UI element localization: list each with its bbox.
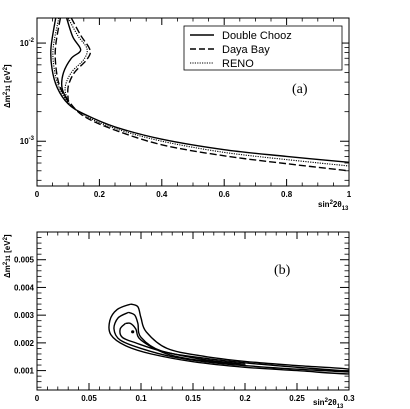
panel-b-tag: (b) <box>274 263 291 278</box>
panel-b-y-ticks: 0.001 0.002 0.003 0.004 0.005 <box>14 237 349 388</box>
series-line-double-chooz <box>50 18 349 163</box>
series-line-daya-bay <box>54 18 349 172</box>
panel-b-y-tick-label: 0.003 <box>14 311 35 320</box>
panel-a-curves <box>50 18 349 172</box>
legend-label-reno: RENO <box>222 58 254 70</box>
panel-a: 0 0.2 0.4 0.6 0.8 1 10-2 10-3 sin22θ13 Δm231 [… <box>3 17 352 212</box>
panel-b-y-tick-label: 0.001 <box>14 367 35 376</box>
legend-label-double-chooz: Double Chooz <box>222 30 292 42</box>
panel-b-y-tick-label: 0.005 <box>14 256 35 265</box>
panel-b: 0 0.05 0.1 0.15 0.2 0.25 0.3 0.0010.0020.0030.… <box>3 231 355 409</box>
panel-b-contours <box>108 303 349 375</box>
series-line-reno <box>52 18 349 167</box>
panel-a-x-tick-label: 0.4 <box>156 190 168 199</box>
panel-a-x-tick-label: 1 <box>347 190 352 199</box>
panel-b-y-tick-label: 0.002 <box>14 339 35 348</box>
panel-b-x-tick-label: 0.25 <box>289 394 305 403</box>
panel-a-x-tick-label: 0 <box>35 190 40 199</box>
panel-a-tag: (a) <box>292 82 308 97</box>
panel-a-y-tick-label: 10-3 <box>20 136 35 146</box>
panel-b-x-tick-label: 0 <box>35 394 40 403</box>
panel-a-x-tick-label: 0.6 <box>219 190 231 199</box>
panel-a-x-tick-label: 0.8 <box>281 190 293 199</box>
series-line-reno <box>64 18 88 103</box>
panel-a-y-tick-label: 10-2 <box>20 38 35 48</box>
panel-a-y-axis-label: Δm231 [eV2] <box>3 64 12 108</box>
panel-a-x-axis-label: sin22θ13 <box>318 200 349 212</box>
best-fit-point <box>131 330 135 334</box>
legend-label-daya-bay: Daya Bay <box>222 44 270 56</box>
panel-b-x-ticks: 0 0.05 0.1 0.15 0.2 0.25 0.3 <box>35 232 355 403</box>
contour-middle <box>113 311 349 373</box>
panel-b-x-tick-label: 0.2 <box>239 394 251 403</box>
panel-b-x-axis-label: sin22θ13 <box>313 398 344 409</box>
contour-outer <box>108 303 349 375</box>
panel-b-x-tick-label: 0.15 <box>185 394 201 403</box>
contour-inner <box>119 322 246 365</box>
series-line-daya-bay <box>67 18 92 101</box>
panel-a-x-tick-label: 0.2 <box>94 190 106 199</box>
panel-b-y-axis-label: Δm231 [eV2] <box>3 234 12 278</box>
series-line-double-chooz <box>60 18 82 103</box>
panel-b-y-tick-label: 0.004 <box>14 283 35 292</box>
legend: Double Chooz Daya Bay RENO <box>183 25 343 71</box>
panel-b-x-tick-label: 0.3 <box>343 394 355 403</box>
panel-a-y-ticks: 10-2 10-3 <box>20 38 349 181</box>
panel-b-x-tick-label: 0.1 <box>135 394 147 403</box>
panel-b-x-tick-label: 0.05 <box>81 394 97 403</box>
